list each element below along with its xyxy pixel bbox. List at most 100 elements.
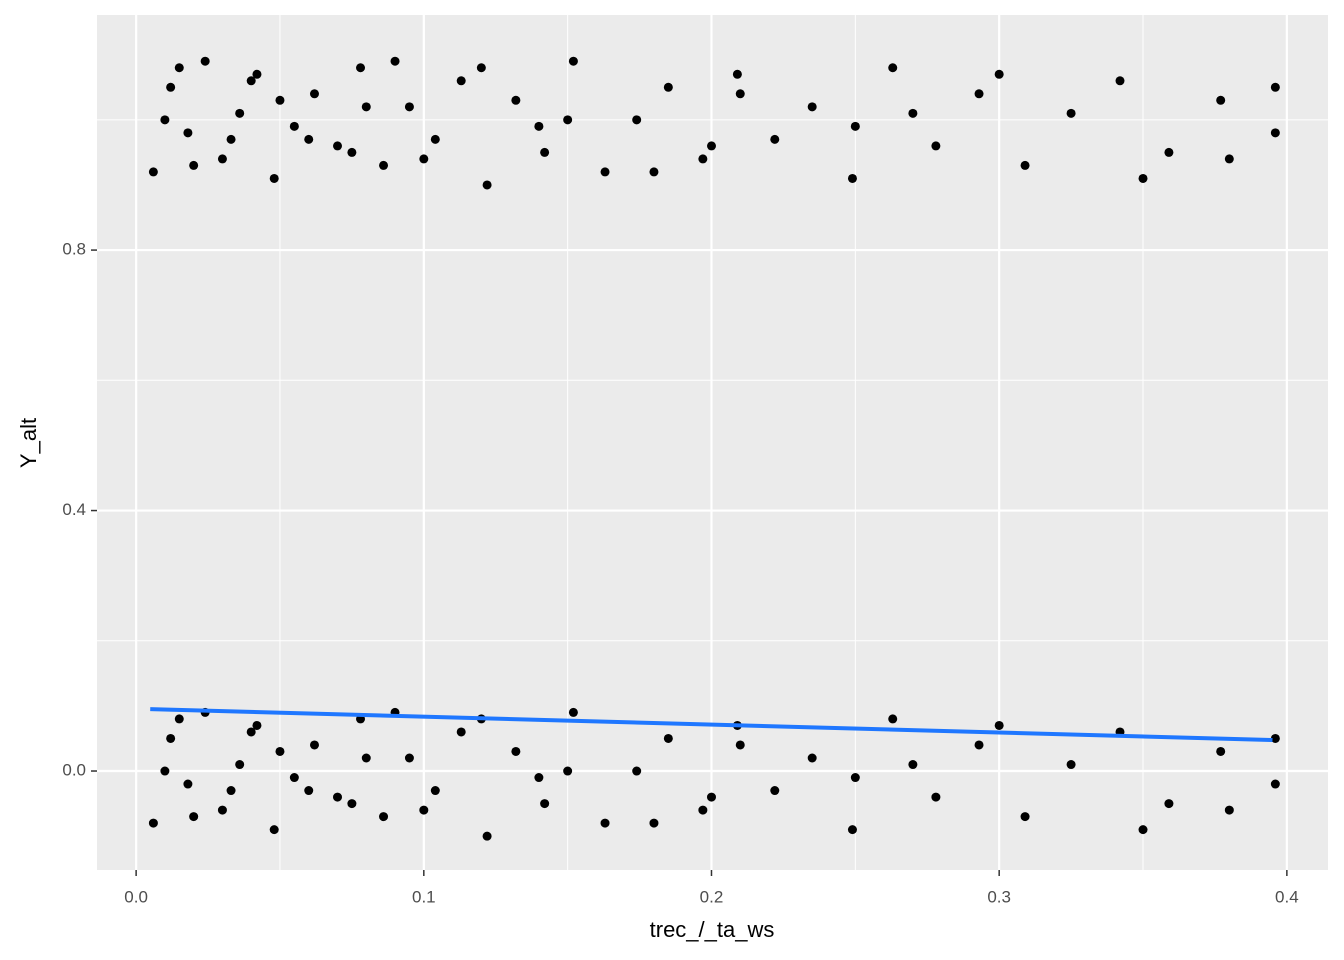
point (174, 714, 184, 724)
point (476, 63, 486, 73)
y-tick-label: 0.0 (62, 761, 86, 780)
point (1270, 733, 1280, 743)
point (1216, 746, 1226, 756)
point (600, 167, 610, 177)
point (1270, 82, 1280, 92)
point (419, 805, 429, 815)
y-tick-label: 0.4 (62, 500, 86, 519)
point (166, 733, 176, 743)
point (1115, 76, 1125, 86)
x-tick-label: 0.2 (700, 887, 724, 906)
point (974, 740, 984, 750)
point (649, 818, 659, 828)
point (888, 714, 898, 724)
point (770, 134, 780, 144)
point (1224, 805, 1234, 815)
point (356, 63, 366, 73)
point (770, 786, 780, 796)
point (698, 154, 708, 164)
point (252, 69, 262, 79)
point (246, 76, 256, 86)
point (1066, 760, 1076, 770)
point (379, 160, 389, 170)
point (698, 805, 708, 815)
point (304, 786, 314, 796)
point (361, 102, 371, 112)
point (289, 773, 299, 783)
point (1224, 154, 1234, 164)
point (456, 727, 466, 737)
point (1020, 160, 1030, 170)
x-axis-title: trec_/_ta_ws (650, 917, 775, 942)
point (183, 779, 193, 789)
point (309, 740, 319, 750)
point (269, 825, 279, 835)
point (275, 746, 285, 756)
point (706, 792, 716, 802)
point (1138, 173, 1148, 183)
point (1020, 812, 1030, 822)
point (974, 89, 984, 99)
point (183, 128, 193, 138)
point (226, 134, 236, 144)
point (563, 766, 573, 776)
point (309, 89, 319, 99)
point (226, 786, 236, 796)
point (333, 141, 343, 151)
point (166, 82, 176, 92)
point (534, 773, 544, 783)
point (663, 82, 673, 92)
point (563, 115, 573, 125)
point (1270, 128, 1280, 138)
x-tick-label: 0.3 (987, 887, 1011, 906)
point (534, 121, 544, 131)
point (931, 792, 941, 802)
point (482, 831, 492, 841)
point (269, 173, 279, 183)
point (632, 766, 642, 776)
point (160, 115, 170, 125)
point (931, 141, 941, 151)
point (217, 154, 227, 164)
point (847, 825, 857, 835)
point (347, 147, 357, 157)
point (404, 753, 414, 763)
smooth-line (150, 707, 1273, 743)
point (275, 95, 285, 105)
point (160, 766, 170, 776)
point (663, 733, 673, 743)
point (430, 134, 440, 144)
point (1216, 95, 1226, 105)
point (200, 56, 210, 66)
point (511, 746, 521, 756)
point (379, 812, 389, 822)
point (540, 147, 550, 157)
point (235, 108, 245, 118)
point (568, 707, 578, 717)
x-tick-label: 0.1 (412, 887, 436, 906)
point (649, 167, 659, 177)
point (908, 760, 918, 770)
point (994, 69, 1004, 79)
point (390, 56, 400, 66)
point (706, 141, 716, 151)
point (419, 154, 429, 164)
point (732, 69, 742, 79)
point (908, 108, 918, 118)
point (404, 102, 414, 112)
point (189, 160, 199, 170)
point (289, 121, 299, 131)
point (735, 89, 745, 99)
point (1164, 147, 1174, 157)
y-axis-title: Y_alt (16, 418, 41, 468)
point (807, 102, 817, 112)
point (430, 786, 440, 796)
point (568, 56, 578, 66)
point (888, 63, 898, 73)
point (847, 173, 857, 183)
point (511, 95, 521, 105)
point (246, 727, 256, 737)
point (189, 812, 199, 822)
point (174, 63, 184, 73)
